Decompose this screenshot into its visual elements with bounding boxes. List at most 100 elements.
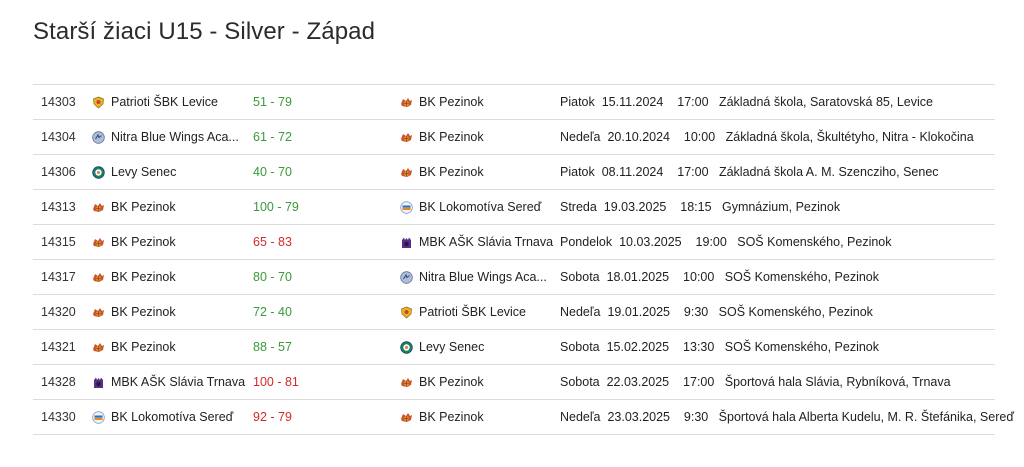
game-row[interactable]: 14321 BK Pezinok 88 - 57 Levy Senec Sobota 1… — [33, 330, 995, 365]
game-date: 15.02.2025 — [606, 340, 670, 354]
home-team-name[interactable]: BK Pezinok — [111, 270, 176, 284]
game-number: 14303 — [41, 95, 76, 109]
bk-pezinok-logo-icon — [92, 271, 105, 284]
game-row[interactable]: 14328 MBK AŠK Slávia Trnava 100 - 81 BK Pez… — [33, 365, 995, 400]
away-team-name[interactable]: MBK AŠK Slávia Trnava — [419, 235, 554, 249]
away-team[interactable]: MBK AŠK Slávia Trnava — [400, 225, 553, 259]
game-venue: SOŠ Komenského, Pezinok — [724, 270, 879, 284]
game-number: 14313 — [41, 200, 76, 214]
away-team[interactable]: BK Pezinok — [400, 155, 484, 189]
bk-pezinok-logo-icon — [400, 166, 413, 179]
game-row[interactable]: 14330 BK Lokomotíva Sereď 92 - 79 BK Pezino… — [33, 400, 1014, 435]
bk-pezinok-logo-icon — [400, 376, 413, 389]
home-team[interactable]: BK Pezinok — [92, 260, 176, 294]
game-score[interactable]: 88 - 57 — [253, 340, 292, 354]
game-row[interactable]: 14317 BK Pezinok 80 - 70 Nitra Blue Wings A… — [33, 260, 995, 295]
game-number: 14328 — [41, 375, 76, 389]
away-team[interactable]: Nitra Blue Wings Aca... — [400, 260, 547, 294]
away-team-name[interactable]: Nitra Blue Wings Aca... — [419, 270, 547, 284]
home-team[interactable]: MBK AŠK Slávia Trnava — [92, 365, 245, 399]
home-team-name[interactable]: Patrioti ŠBK Levice — [111, 95, 218, 109]
away-team-name[interactable]: BK Pezinok — [419, 95, 484, 109]
game-date: 15.11.2024 — [601, 95, 664, 109]
game-number: 14315 — [41, 235, 76, 249]
game-score[interactable]: 100 - 79 — [253, 200, 299, 214]
bk-pezinok-logo-icon — [92, 341, 105, 354]
away-team-name[interactable]: Patrioti ŠBK Levice — [419, 305, 526, 319]
game-schedule: Pondelok 10.03.2025 19:00 SOŠ Komenského… — [560, 225, 892, 259]
game-row[interactable]: 14315 BK Pezinok 65 - 83 MBK AŠK Slávia Trn… — [33, 225, 995, 260]
game-date: 19.03.2025 — [603, 200, 667, 214]
home-team-name[interactable]: Nitra Blue Wings Aca... — [111, 130, 239, 144]
game-day: Nedeľa — [560, 305, 601, 319]
away-team[interactable]: BK Pezinok — [400, 120, 484, 154]
game-schedule: Sobota 15.02.2025 13:30 SOŠ Komenského, … — [560, 330, 879, 364]
game-score[interactable]: 51 - 79 — [253, 95, 292, 109]
home-team-name[interactable]: BK Lokomotíva Sereď — [111, 410, 234, 424]
mbk-slavia-trnava-logo-icon — [400, 236, 413, 249]
game-score[interactable]: 65 - 83 — [253, 235, 292, 249]
home-team[interactable]: Levy Senec — [92, 155, 176, 189]
game-day: Sobota — [560, 270, 600, 284]
away-team[interactable]: BK Lokomotíva Sereď — [400, 190, 541, 224]
home-team[interactable]: Nitra Blue Wings Aca... — [92, 120, 239, 154]
game-day: Piatok — [560, 95, 595, 109]
game-venue: Základná škola, Škultétyho, Nitra - Klok… — [725, 130, 974, 144]
home-team-name[interactable]: BK Pezinok — [111, 305, 176, 319]
game-day: Nedeľa — [560, 410, 601, 424]
home-team[interactable]: BK Pezinok — [92, 295, 176, 329]
home-team-name[interactable]: MBK AŠK Slávia Trnava — [111, 375, 246, 389]
game-date: 18.01.2025 — [606, 270, 670, 284]
away-team-name[interactable]: BK Pezinok — [419, 410, 484, 424]
home-team[interactable]: Patrioti ŠBK Levice — [92, 85, 218, 119]
home-team-name[interactable]: Levy Senec — [111, 165, 177, 179]
nitra-blue-wings-logo-icon — [92, 130, 105, 144]
away-team[interactable]: Levy Senec — [400, 330, 484, 364]
game-row[interactable]: 14320 BK Pezinok 72 - 40 Patrioti ŠBK Levic… — [33, 295, 995, 330]
home-team-name[interactable]: BK Pezinok — [111, 200, 176, 214]
games-table: 14303 Patrioti ŠBK Levice 51 - 79 BK Pezino… — [33, 84, 1014, 435]
nitra-blue-wings-logo-icon — [400, 270, 413, 284]
away-team[interactable]: Patrioti ŠBK Levice — [400, 295, 526, 329]
bk-lokomotiva-sered-logo-icon — [92, 410, 105, 424]
away-team-name[interactable]: BK Pezinok — [419, 165, 484, 179]
game-score[interactable]: 80 - 70 — [253, 270, 292, 284]
game-score[interactable]: 61 - 72 — [253, 130, 292, 144]
game-date: 10.03.2025 — [619, 235, 682, 249]
home-team[interactable]: BK Lokomotíva Sereď — [92, 400, 233, 434]
game-day: Sobota — [560, 375, 600, 389]
away-team-name[interactable]: BK Pezinok — [419, 375, 484, 389]
game-row[interactable]: 14304 Nitra Blue Wings Aca... 61 - 72 BK Pe… — [33, 120, 995, 155]
game-date: 08.11.2024 — [601, 165, 664, 179]
game-score[interactable]: 40 - 70 — [253, 165, 292, 179]
game-score[interactable]: 92 - 79 — [253, 410, 292, 424]
away-team[interactable]: BK Pezinok — [400, 85, 484, 119]
away-team[interactable]: BK Pezinok — [400, 365, 484, 399]
levy-senec-logo-icon — [400, 340, 413, 354]
game-time: 13:30 — [683, 340, 715, 354]
game-time: 18:15 — [680, 200, 712, 214]
home-team-name[interactable]: BK Pezinok — [111, 235, 176, 249]
away-team-name[interactable]: BK Lokomotíva Sereď — [419, 200, 542, 214]
game-score[interactable]: 100 - 81 — [253, 375, 299, 389]
game-time: 9:30 — [683, 410, 709, 424]
home-team[interactable]: BK Pezinok — [92, 225, 176, 259]
away-team-name[interactable]: BK Pezinok — [419, 130, 484, 144]
game-day: Pondelok — [560, 235, 613, 249]
home-team[interactable]: BK Pezinok — [92, 330, 176, 364]
away-team-name[interactable]: Levy Senec — [419, 340, 485, 354]
mbk-slavia-trnava-logo-icon — [92, 376, 105, 389]
game-day: Sobota — [560, 340, 600, 354]
away-team[interactable]: BK Pezinok — [400, 400, 484, 434]
game-date: 19.01.2025 — [607, 305, 670, 319]
game-time: 17:00 — [683, 375, 715, 389]
game-row[interactable]: 14313 BK Pezinok 100 - 79 BK Lokomotíva Ser… — [33, 190, 995, 225]
game-score[interactable]: 72 - 40 — [253, 305, 292, 319]
home-team[interactable]: BK Pezinok — [92, 190, 176, 224]
bk-pezinok-logo-icon — [400, 131, 413, 144]
home-team-name[interactable]: BK Pezinok — [111, 340, 176, 354]
game-row[interactable]: 14303 Patrioti ŠBK Levice 51 - 79 BK Pezino… — [33, 85, 995, 120]
game-row[interactable]: 14306 Levy Senec 40 - 70 BK Pezinok Piatok 0… — [33, 155, 995, 190]
game-venue: Základná škola, Saratovská 85, Levice — [718, 95, 933, 109]
game-venue: Športová hala Slávia, Rybníková, Trnava — [724, 375, 951, 389]
